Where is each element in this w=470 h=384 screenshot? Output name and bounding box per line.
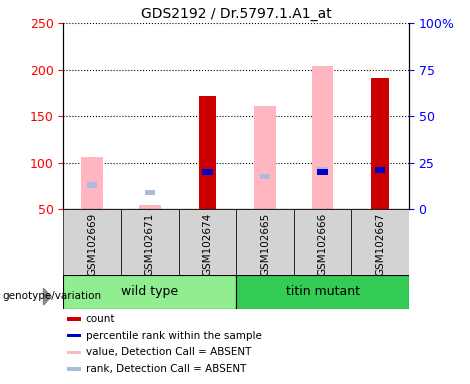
Bar <box>81 157 103 209</box>
Text: GSM102665: GSM102665 <box>260 213 270 276</box>
Title: GDS2192 / Dr.5797.1.A1_at: GDS2192 / Dr.5797.1.A1_at <box>141 7 331 21</box>
Text: GSM102667: GSM102667 <box>375 213 385 276</box>
Bar <box>371 78 389 209</box>
Bar <box>139 205 161 209</box>
Bar <box>68 317 81 321</box>
Bar <box>236 209 294 275</box>
Text: count: count <box>86 314 115 324</box>
Text: GSM102671: GSM102671 <box>145 213 155 276</box>
Text: percentile rank within the sample: percentile rank within the sample <box>86 331 262 341</box>
Text: GSM102669: GSM102669 <box>87 213 97 276</box>
Bar <box>375 167 385 173</box>
Bar <box>145 190 155 195</box>
Bar <box>254 106 276 209</box>
Text: value, Detection Call = ABSENT: value, Detection Call = ABSENT <box>86 348 251 358</box>
Bar <box>294 209 351 275</box>
Bar <box>68 367 81 371</box>
Bar <box>63 275 236 309</box>
Bar <box>317 169 328 175</box>
Text: GSM102666: GSM102666 <box>318 213 328 276</box>
Bar <box>317 167 328 173</box>
Text: wild type: wild type <box>121 285 179 298</box>
Bar <box>68 334 81 338</box>
Bar <box>63 209 121 275</box>
Text: rank, Detection Call = ABSENT: rank, Detection Call = ABSENT <box>86 364 246 374</box>
Bar <box>260 174 270 179</box>
Text: genotype/variation: genotype/variation <box>2 291 102 301</box>
Bar <box>312 66 334 209</box>
Bar <box>121 209 179 275</box>
Bar <box>87 182 97 188</box>
Bar <box>236 275 409 309</box>
Bar <box>179 209 236 275</box>
Bar <box>68 351 81 354</box>
Bar <box>202 169 212 175</box>
Text: titin mutant: titin mutant <box>286 285 360 298</box>
Text: GSM102674: GSM102674 <box>203 213 212 276</box>
Bar <box>199 96 216 209</box>
Polygon shape <box>43 288 51 305</box>
Bar <box>351 209 409 275</box>
